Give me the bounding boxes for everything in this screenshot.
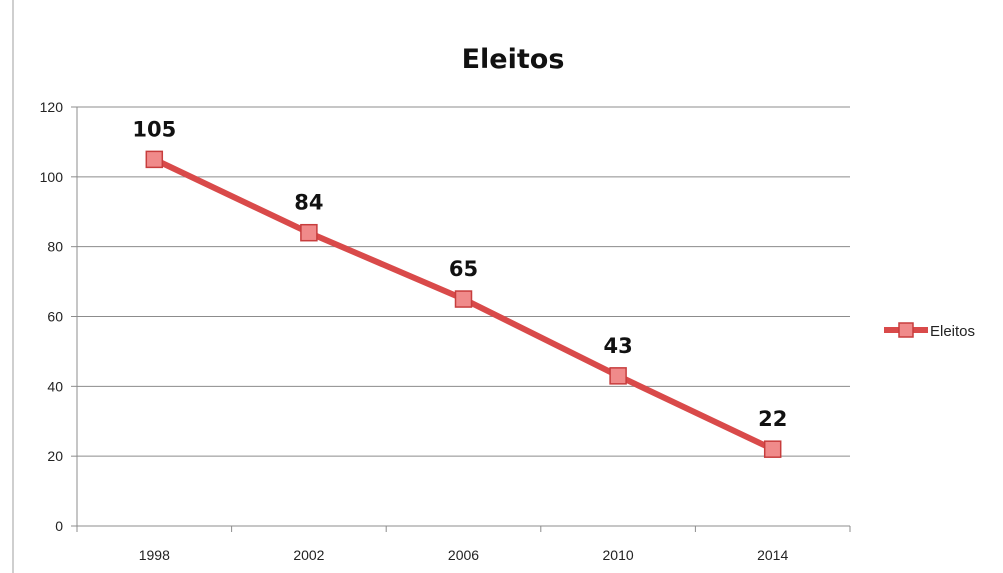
gridlines [77, 106, 850, 457]
y-tick-label: 120 [40, 99, 64, 115]
data-labels: 105 84 65 43 22 [132, 117, 787, 431]
data-label: 84 [294, 191, 323, 215]
data-label: 43 [603, 334, 632, 358]
legend-marker-swatch [898, 322, 914, 338]
y-tick-label: 60 [47, 309, 63, 325]
x-tick-label: 2014 [757, 547, 788, 563]
data-point-marker [145, 150, 164, 169]
x-tick-label: 2010 [603, 547, 634, 563]
y-tick-label: 40 [47, 378, 63, 394]
data-point-marker [454, 290, 473, 308]
x-tick-label: 2006 [448, 547, 479, 563]
y-tick-label: 100 [40, 169, 64, 185]
legend-item-eleitos: Eleitos [930, 323, 975, 340]
series-eleitos [145, 150, 782, 458]
chart-title: Eleitos [462, 44, 565, 75]
x-tick-label: 1998 [139, 547, 170, 563]
legend: Eleitos [884, 322, 975, 340]
y-tick-label: 0 [55, 518, 63, 534]
x-tick-label: 2002 [293, 547, 324, 563]
data-label: 65 [449, 257, 478, 281]
data-label: 22 [758, 407, 787, 431]
data-label: 105 [132, 117, 176, 141]
y-tick-label: 80 [47, 239, 63, 255]
x-axis: 1998 2002 2006 2010 2014 [76, 525, 851, 563]
y-axis: 0 20 40 60 80 100 120 [40, 99, 78, 534]
data-point-marker [609, 367, 627, 385]
y-tick-label: 20 [47, 448, 63, 464]
data-point-marker [300, 223, 318, 242]
data-point-marker [763, 440, 782, 458]
